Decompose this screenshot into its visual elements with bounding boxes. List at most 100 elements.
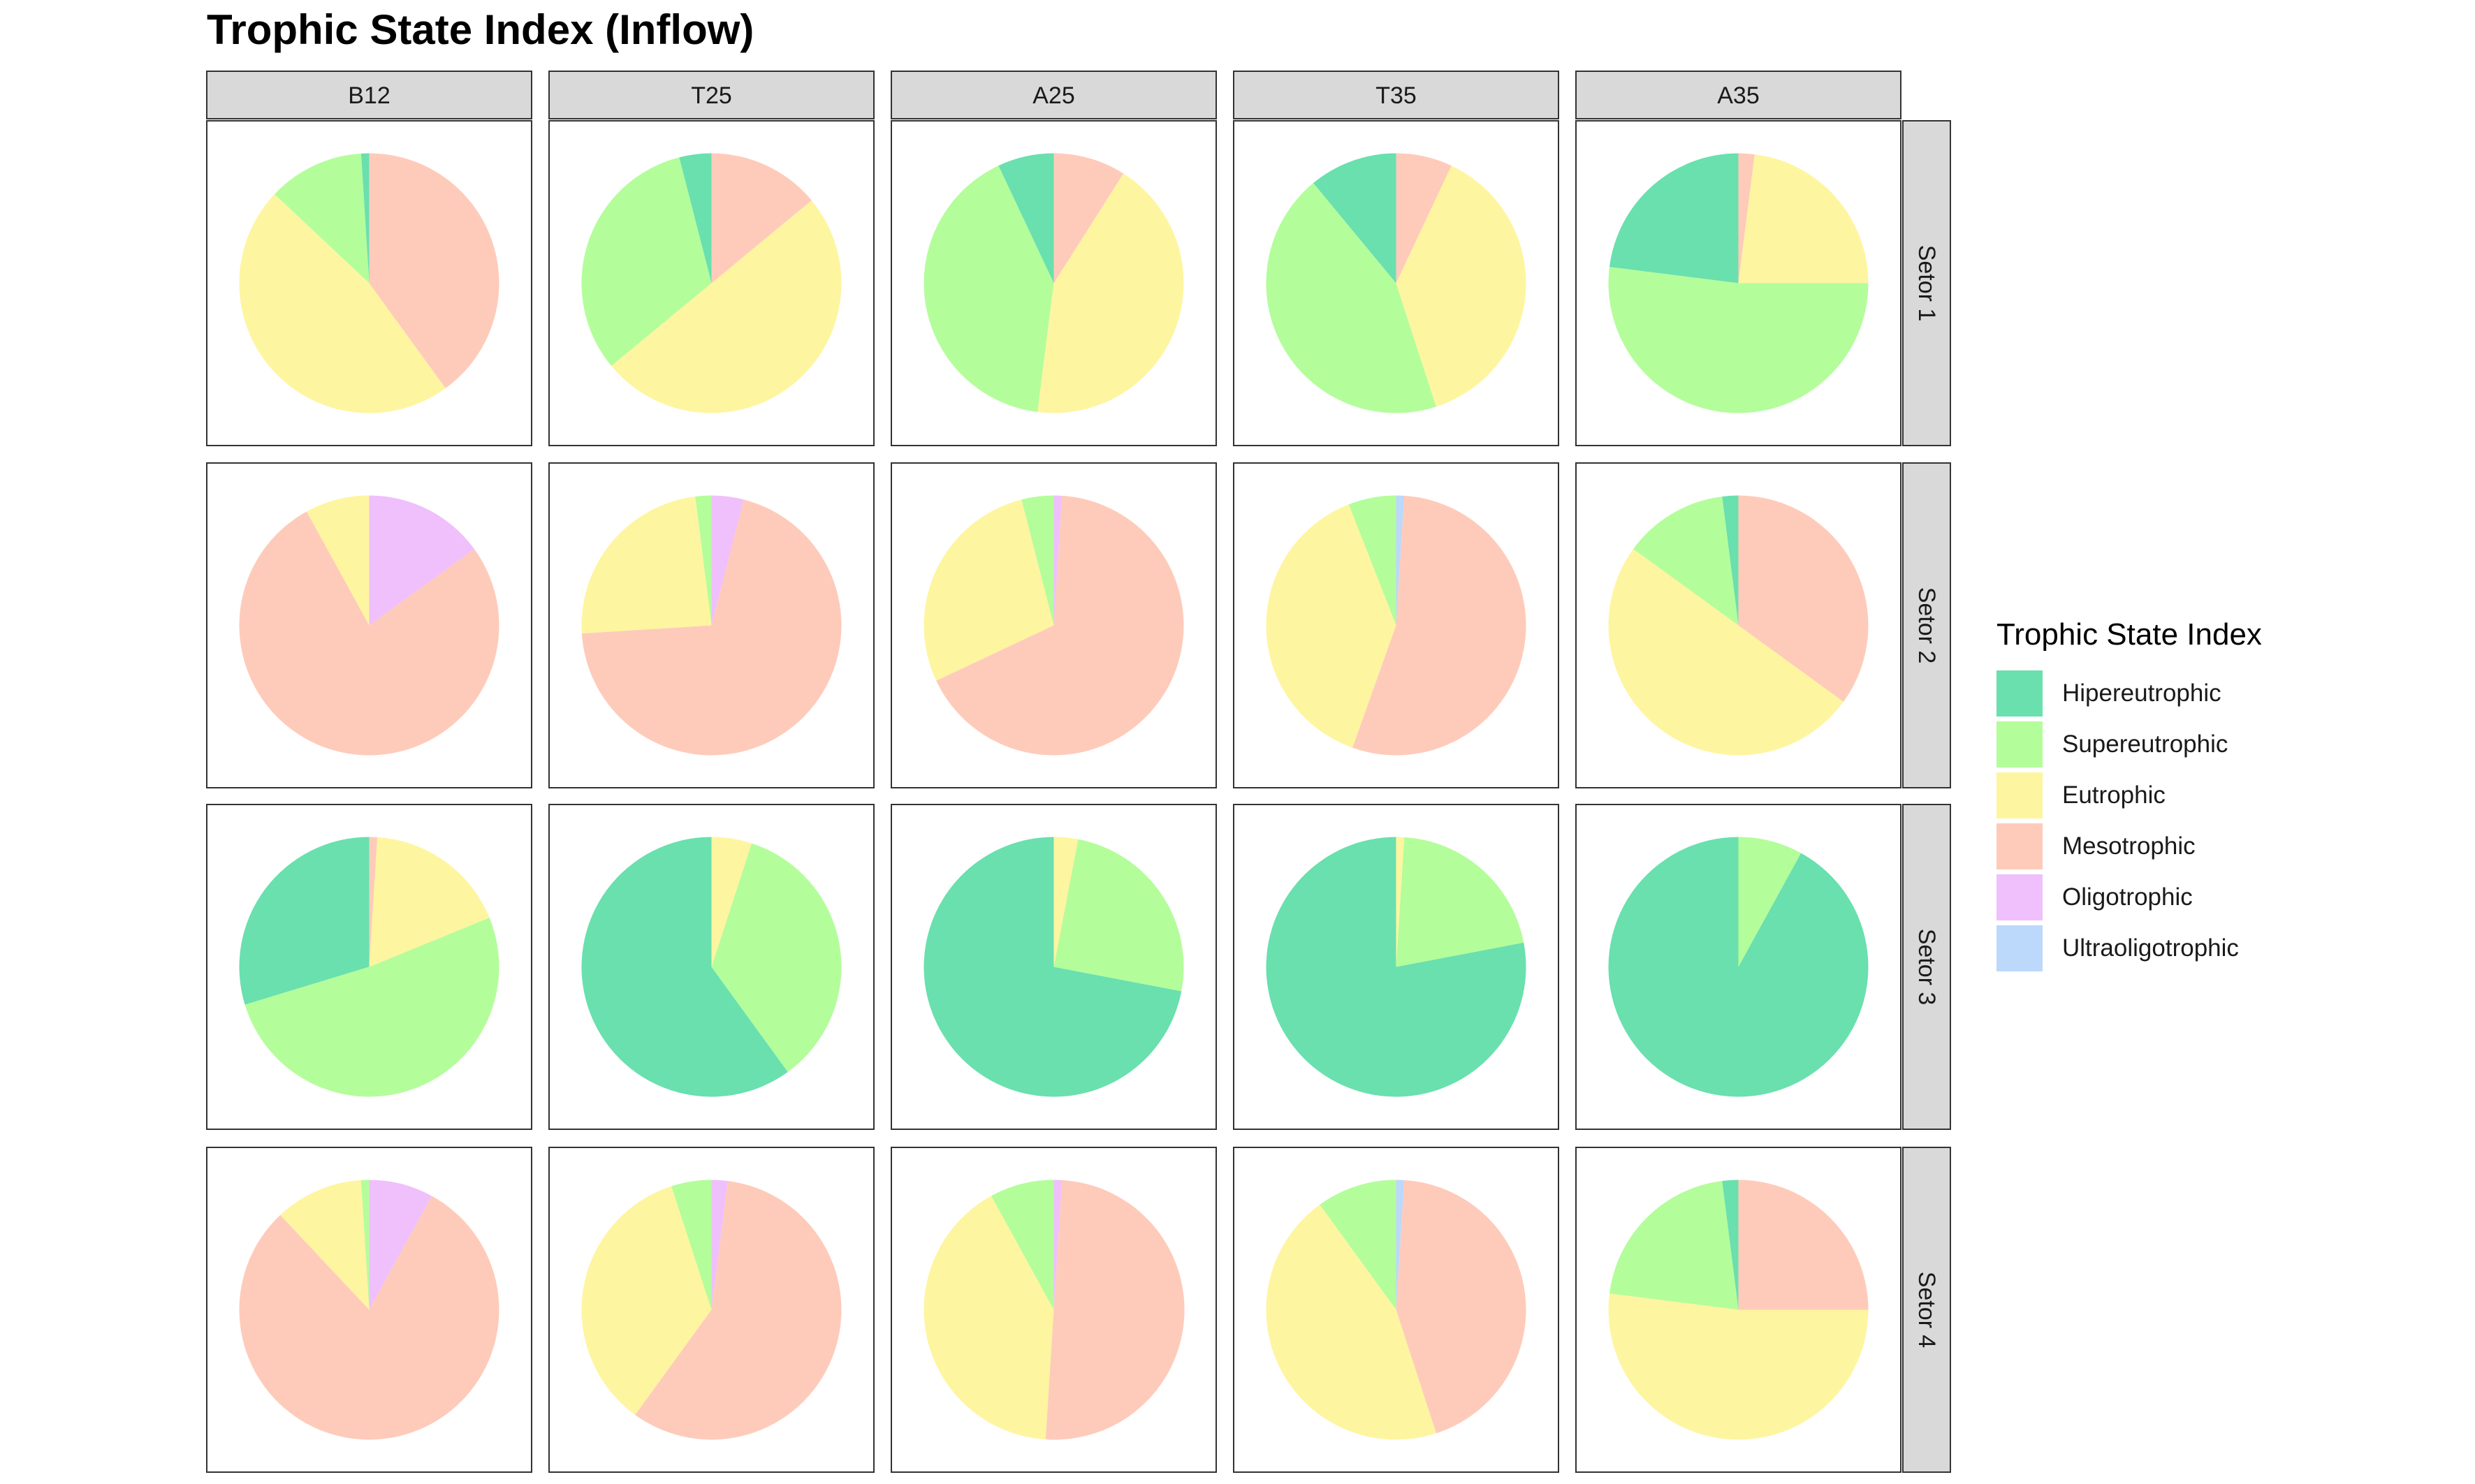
pie-slice-supereutrophic	[581, 157, 712, 367]
legend-label: Ultraoligotrophic	[2062, 934, 2239, 962]
pie-slice-supereutrophic	[1348, 495, 1396, 626]
row-strip	[1902, 120, 1951, 446]
pie-slice-eutrophic	[1266, 504, 1396, 748]
row-strip	[1902, 1147, 1951, 1473]
chart-title: Trophic State Index (Inflow)	[207, 6, 754, 53]
row-strip-label: Setor 4	[1913, 1272, 1940, 1349]
column-strip	[548, 71, 875, 119]
pie-slice-supereutrophic	[923, 166, 1054, 413]
pie-slice-supereutrophic	[695, 495, 712, 626]
pie-slice-mesotrophic	[369, 837, 378, 967]
pie-slice-eutrophic	[1738, 154, 1869, 284]
pie-slice-supereutrophic	[1738, 837, 1802, 967]
pie-slice-supereutrophic	[244, 917, 499, 1097]
legend-label: Eutrophic	[2062, 781, 2166, 809]
pie-slice-mesotrophic	[369, 153, 499, 388]
pie-slice-supereutrophic	[1266, 183, 1436, 413]
pie-slice-supereutrophic	[1053, 839, 1184, 992]
pie-slice-supereutrophic	[1396, 837, 1524, 967]
legend-label: Hipereutrophic	[2062, 679, 2221, 707]
pie-slice-hipereutrophic	[1722, 495, 1739, 626]
pie-slice-eutrophic	[711, 837, 752, 967]
pie-slice-eutrophic	[306, 495, 370, 626]
row-strip-label: Setor 1	[1913, 245, 1940, 322]
legend-item: Hipereutrophic	[1996, 668, 2262, 719]
pie-slice-oligotrophic	[711, 1180, 728, 1310]
legend-label: Mesotrophic	[2062, 832, 2196, 860]
pie-slice-mesotrophic	[1738, 153, 1755, 284]
pie-slice-oligotrophic	[1053, 1180, 1063, 1310]
pie-slice-supereutrophic	[360, 1180, 370, 1310]
column-strip	[1233, 71, 1559, 119]
pie-slice-mesotrophic	[1053, 153, 1124, 284]
legend-item: Mesotrophic	[1996, 821, 2262, 872]
row-strip	[1902, 804, 1951, 1130]
pie-slice-oligotrophic	[369, 495, 474, 626]
legend-key	[1996, 721, 2043, 767]
legend-title: Trophic State Index	[1996, 617, 2262, 652]
row-strip-label: Setor 3	[1913, 929, 1940, 1006]
legend-key	[1996, 772, 2043, 818]
column-strip-label: A25	[1032, 82, 1075, 109]
pie-slice-mesotrophic	[1352, 495, 1526, 756]
pie-slice-hipereutrophic	[239, 837, 370, 1005]
legend-item: Supereutrophic	[1996, 719, 2262, 770]
pie-slice-eutrophic	[923, 499, 1054, 681]
pie-slice-eutrophic	[1396, 837, 1405, 967]
row-strip	[1902, 462, 1951, 788]
pie-slice-eutrophic	[1608, 1293, 1869, 1440]
pie-slice-supereutrophic	[991, 1180, 1054, 1310]
pie-slice-mesotrophic	[711, 153, 812, 284]
legend: Trophic State Index Hipereutrophic Supere…	[1996, 617, 2262, 974]
pie-slice-eutrophic	[581, 1186, 712, 1415]
pie-slice-supereutrophic	[671, 1180, 712, 1310]
pie-slice-oligotrophic	[369, 1180, 432, 1310]
pie-slice-eutrophic	[1608, 549, 1844, 756]
pie-slice-supereutrophic	[1608, 267, 1869, 413]
column-strip-label: T25	[691, 82, 732, 109]
legend-key	[1996, 874, 2043, 920]
pie-slice-ultraoligotrophic	[1396, 495, 1405, 626]
column-strip	[891, 71, 1217, 119]
pie-slice-hipereutrophic	[1609, 153, 1739, 284]
pie-slice-ultraoligotrophic	[1396, 1180, 1405, 1310]
pie-slice-eutrophic	[581, 496, 712, 634]
pie-slice-supereutrophic	[274, 153, 370, 284]
legend-item: Oligotrophic	[1996, 872, 2262, 923]
pie-slice-mesotrophic	[1396, 153, 1452, 284]
pie-slice-supereutrophic	[711, 843, 842, 1072]
legend-label: Oligotrophic	[2062, 883, 2193, 911]
row-strip-label: Setor 2	[1913, 587, 1940, 664]
column-strip-label: A35	[1717, 82, 1760, 109]
legend-label: Supereutrophic	[2062, 730, 2228, 758]
pie-slice-supereutrophic	[1021, 495, 1054, 626]
legend-key	[1996, 823, 2043, 869]
pie-slice-mesotrophic	[581, 499, 842, 756]
pie-slice-hipereutrophic	[1608, 837, 1869, 1097]
pie-slice-hipereutrophic	[1313, 153, 1396, 284]
pie-slice-eutrophic	[923, 1196, 1054, 1440]
pie-slice-oligotrophic	[711, 495, 744, 626]
pie-slice-hipereutrophic	[998, 153, 1054, 284]
pie-slice-hipereutrophic	[679, 153, 712, 284]
column-strip-label: T35	[1375, 82, 1417, 109]
pie-slice-hipereutrophic	[1722, 1180, 1739, 1310]
pie-slice-eutrophic	[1266, 1205, 1436, 1440]
pie-slice-supereutrophic	[1633, 496, 1739, 626]
pie-slice-eutrophic	[1396, 166, 1526, 407]
pie-slice-eutrophic	[369, 837, 490, 967]
pie-slice-eutrophic	[280, 1180, 370, 1310]
pie-slice-mesotrophic	[936, 495, 1184, 756]
pie-slice-mesotrophic	[239, 511, 499, 756]
pie-slice-mesotrophic	[1738, 1180, 1869, 1310]
pie-slice-oligotrophic	[1053, 495, 1063, 626]
column-strip-label: B12	[348, 82, 390, 109]
pie-slice-mesotrophic	[1738, 495, 1869, 702]
pie-slice-mesotrophic	[1045, 1180, 1185, 1440]
legend-key	[1996, 670, 2043, 717]
pie-slice-mesotrophic	[239, 1196, 499, 1440]
pie-slice-eutrophic	[239, 194, 446, 413]
legend-items: Hipereutrophic Supereutrophic Eutrophic Mes…	[1996, 668, 2262, 974]
pie-slice-mesotrophic	[1396, 1180, 1526, 1434]
